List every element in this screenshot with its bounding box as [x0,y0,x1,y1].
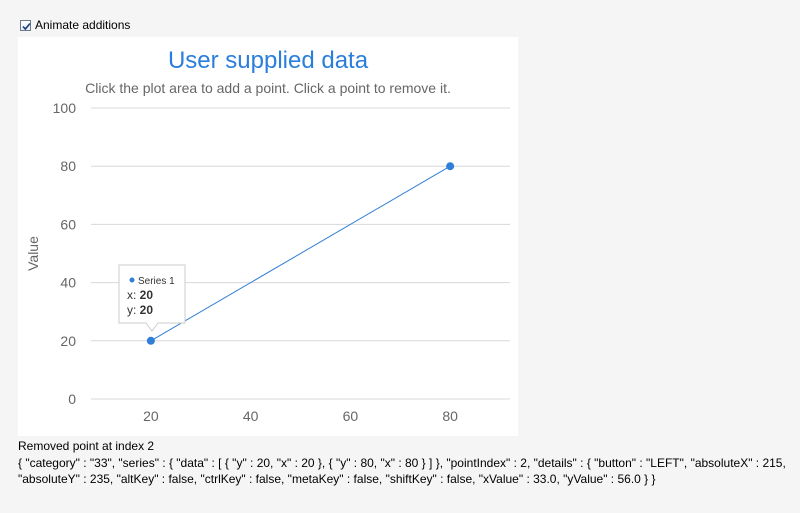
tooltip-series-marker [129,277,135,283]
x-tick-label: 60 [343,408,359,424]
y-tick-label: 40 [60,275,76,291]
x-tick-label: 20 [143,408,159,424]
y-tick-label: 80 [60,158,76,174]
y-axis-ticks: 0 20 40 60 80 100 [53,100,77,407]
chart-panel[interactable]: User supplied data Click the plot area t… [18,37,518,436]
y-axis-label: Value [25,236,41,271]
data-point[interactable] [146,336,155,345]
event-details: { "category" : "33", "series" : { "data"… [18,456,786,486]
y-tick-label: 60 [60,216,76,232]
y-tick-label: 100 [53,100,77,116]
y-tick-label: 20 [60,333,76,349]
chart[interactable]: User supplied data Click the plot area t… [18,37,518,436]
event-log: Removed point at index 2 { "category" : … [18,438,788,487]
tooltip-y: y: 20 [127,303,153,317]
tooltip-series-name: Series 1 [138,276,175,287]
checkmark-icon [22,22,31,30]
animate-label: Animate additions [35,18,131,32]
data-point[interactable] [446,162,455,171]
tooltip-box [118,264,186,332]
chart-title: User supplied data [168,47,369,74]
tooltip-x: x: 20 [127,288,153,302]
series-layer[interactable] [146,162,455,345]
animate-checkbox[interactable] [20,19,31,31]
series-line [150,165,451,342]
x-axis-ticks: 20 40 60 80 [143,408,458,424]
chart-subtitle: Click the plot area to add a point. Clic… [85,80,451,96]
x-tick-label: 80 [442,408,458,424]
tooltip: Series 1x: 20y: 20 [118,264,186,332]
y-tick-label: 0 [68,391,76,407]
status-message: Removed point at index 2 [18,439,155,453]
x-tick-label: 40 [243,408,259,424]
animate-toggle[interactable]: Animate additions [20,18,130,32]
